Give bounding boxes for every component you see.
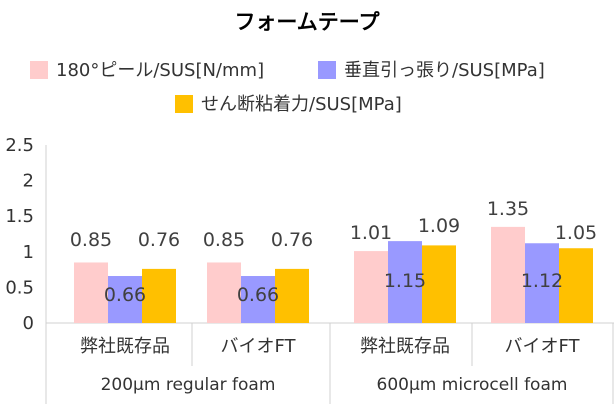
data-label: 0.76 [138,229,180,251]
legend-label: せん断粘着力/SUS[MPa] [201,94,402,115]
bar [108,276,142,323]
category-label: バイオFT [220,336,296,357]
legend-swatch [30,61,48,79]
data-label: 1.09 [418,215,460,237]
bar [388,241,422,323]
data-label: 1.35 [487,198,529,220]
y-tick-label: 1 [23,242,34,263]
bar [74,262,108,323]
category-label: バイオFT [504,336,580,357]
y-tick-label: 2 [23,171,34,192]
axes: 0 0.5 1 1.5 2 2.5 弊社既存品 バイオFT 弊社既存品 バイオFT 200μm re… [5,135,614,404]
data-label: 1.15 [384,270,426,292]
data-label: 0.66 [104,284,146,306]
group-label: 200μm regular foam [101,375,276,395]
data-label: 0.76 [271,229,313,251]
y-tick-label: 1.5 [5,206,34,227]
data-label: 0.85 [70,229,112,251]
bar [142,268,176,323]
legend-label: 垂直引っ張り/SUS[MPa] [344,60,545,81]
y-tick-label: 2.5 [5,135,34,156]
y-tick-label: 0.5 [5,277,34,298]
legend-swatch [318,61,336,79]
bar [422,245,456,323]
chart-title: フォームテープ [234,10,380,34]
bar [354,251,388,323]
legend-swatch [175,95,193,113]
bars [74,226,593,323]
bar [491,226,525,323]
bar [241,276,275,323]
category-label: 弊社既存品 [360,336,450,357]
data-label: 0.85 [203,229,245,251]
group-label: 600μm microcell foam [377,375,568,395]
data-label: 0.66 [237,284,279,306]
data-label: 1.05 [555,222,597,244]
bar [275,268,309,323]
category-label: 弊社既存品 [80,336,170,357]
data-labels: 0.85 0.66 0.76 0.85 0.66 0.76 1.01 1.15 1.09 1.35… [70,198,597,306]
data-label: 1.01 [350,222,392,244]
bar [559,248,593,323]
bar [207,262,241,323]
legend: 180°ピール/SUS[N/mm] 垂直引っ張り/SUS[MPa] せん断粘着力/S… [30,60,545,115]
y-tick-label: 0 [23,313,34,334]
legend-label: 180°ピール/SUS[N/mm] [56,60,264,81]
bar [525,243,559,323]
data-label: 1.12 [521,270,563,292]
